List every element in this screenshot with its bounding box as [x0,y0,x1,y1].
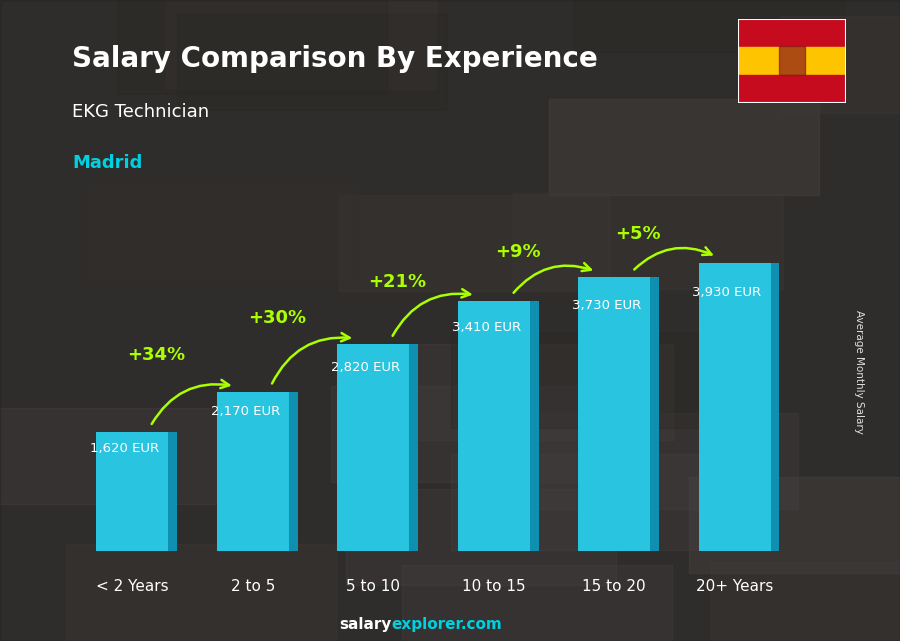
Bar [693,404,900,500]
Bar [711,415,900,512]
Bar [104,519,374,615]
Bar [738,47,846,74]
Text: 10 to 15: 10 to 15 [462,579,526,594]
Bar [96,432,168,551]
Bar [390,0,660,96]
Bar [420,455,690,551]
Bar [565,248,835,344]
Bar [320,241,590,337]
Text: +30%: +30% [248,309,306,328]
Bar [738,19,846,47]
Bar [338,344,410,551]
Polygon shape [289,392,298,551]
Bar [445,355,715,451]
Text: 2,820 EUR: 2,820 EUR [331,361,400,374]
Text: salary: salary [339,617,392,633]
Text: 5 to 10: 5 to 10 [346,579,400,594]
Text: Madrid: Madrid [72,154,142,172]
Polygon shape [410,344,418,551]
Bar [13,279,283,375]
Polygon shape [770,263,779,551]
Text: explorer.com: explorer.com [392,617,502,633]
Text: 3,930 EUR: 3,930 EUR [692,286,761,299]
Bar [738,74,846,103]
Bar [457,301,530,551]
Bar [719,448,900,544]
Text: Salary Comparison By Experience: Salary Comparison By Experience [72,45,598,73]
Bar [538,513,808,609]
Bar [578,278,651,551]
Polygon shape [168,432,177,551]
Bar [779,46,805,76]
Text: 20+ Years: 20+ Years [696,579,773,594]
Text: 2,170 EUR: 2,170 EUR [211,404,280,418]
Bar [571,204,841,300]
Text: 2 to 5: 2 to 5 [230,579,274,594]
Bar [89,67,359,163]
Bar [566,83,836,179]
Bar [625,539,895,635]
Bar [103,163,373,260]
Bar [248,57,518,153]
Bar [228,556,498,641]
Polygon shape [530,301,538,551]
Text: 15 to 20: 15 to 20 [582,579,646,594]
Bar [698,263,770,551]
Bar [580,193,850,289]
Text: +21%: +21% [368,272,427,290]
Text: < 2 Years: < 2 Years [96,579,168,594]
Text: 3,410 EUR: 3,410 EUR [452,321,520,334]
Text: 3,730 EUR: 3,730 EUR [572,299,642,312]
Text: +5%: +5% [616,225,662,243]
Text: 1,620 EUR: 1,620 EUR [90,442,159,455]
Text: +9%: +9% [495,243,541,261]
Text: EKG Technician: EKG Technician [72,103,209,121]
Text: Average Monthly Salary: Average Monthly Salary [854,310,865,434]
Bar [217,392,289,551]
Bar [179,434,449,530]
Text: +34%: +34% [127,346,185,364]
Polygon shape [651,278,659,551]
